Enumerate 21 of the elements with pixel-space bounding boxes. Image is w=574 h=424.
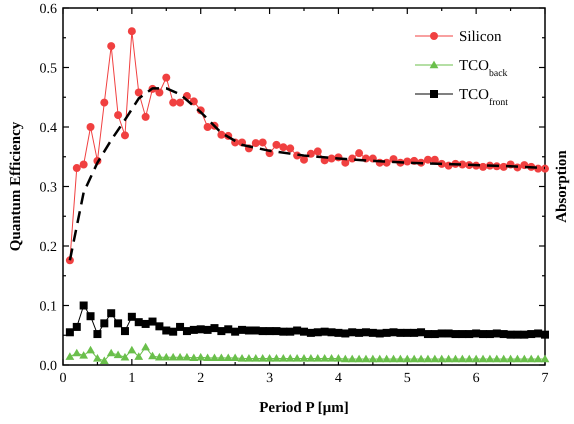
- y-tick-label: 0.2: [40, 240, 57, 255]
- y-axis-title: Quantum Efficiency: [8, 121, 24, 252]
- x-tick-label: 1: [128, 371, 136, 386]
- x-tick-label: 7: [542, 371, 548, 386]
- y-tick-label: 0.4: [40, 121, 57, 136]
- x-axis-title: Period P [µm]: [259, 400, 349, 416]
- y-tick-label: 0.1: [40, 300, 57, 314]
- x-tick-label: 5: [404, 371, 411, 386]
- x-tick-label: 6: [472, 371, 480, 386]
- y-tick-label: 0.6: [40, 2, 57, 17]
- y-tick-label: 0.5: [40, 62, 57, 76]
- y-tick-label: 0.3: [40, 180, 57, 196]
- x-tick-label: 3: [266, 371, 274, 386]
- legend-label: TCO$_{back}$: [459, 58, 508, 78]
- x-tick-label: 0: [60, 371, 66, 386]
- y-tick-label: 0.0: [40, 359, 57, 374]
- legend-label: Silicon: [459, 29, 502, 45]
- y2-axis-title: Absorption: [554, 150, 570, 223]
- x-tick-label: 2: [197, 371, 204, 386]
- x-tick-label: 4: [334, 371, 342, 386]
- legend-label: TCO$_{front}$: [459, 87, 508, 108]
